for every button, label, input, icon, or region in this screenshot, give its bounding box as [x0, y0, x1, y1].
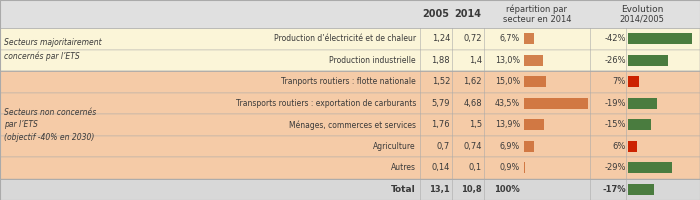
Text: -19%: -19%	[605, 99, 626, 108]
Text: répartition par: répartition par	[507, 4, 568, 14]
Text: 7%: 7%	[612, 77, 626, 86]
Text: 4,68: 4,68	[463, 99, 482, 108]
Text: 1,4: 1,4	[469, 56, 482, 65]
Text: Autres: Autres	[391, 163, 416, 172]
Text: -15%: -15%	[605, 120, 626, 129]
Bar	[0, 136, 700, 157]
Text: Ménages, commerces et services: Ménages, commerces et services	[289, 120, 416, 130]
Text: 2014/2005: 2014/2005	[620, 15, 664, 23]
Text: Secteurs majoritairement
concernés par l’ETS: Secteurs majoritairement concernés par l…	[4, 38, 101, 61]
Bar	[524, 141, 534, 152]
Bar	[628, 184, 654, 195]
Bar	[628, 119, 651, 130]
Bar	[524, 55, 543, 66]
Bar	[628, 162, 672, 173]
Bar	[0, 49, 700, 71]
Text: 13,1: 13,1	[429, 185, 450, 194]
Text: -17%: -17%	[603, 185, 626, 194]
Text: Total: Total	[391, 185, 416, 194]
Text: -26%: -26%	[604, 56, 626, 65]
Text: -29%: -29%	[605, 163, 626, 172]
Bar	[628, 33, 692, 44]
Bar	[0, 114, 700, 136]
Bar	[628, 141, 637, 152]
Text: Agriculture: Agriculture	[373, 142, 416, 151]
Bar	[0, 92, 700, 114]
Bar	[524, 33, 534, 44]
Text: Production d’électricité et de chaleur: Production d’électricité et de chaleur	[274, 34, 416, 43]
Text: 0,14: 0,14	[432, 163, 450, 172]
Bar	[524, 98, 588, 109]
Text: 6%: 6%	[612, 142, 626, 151]
Bar	[628, 76, 638, 87]
Text: secteur en 2014: secteur en 2014	[503, 15, 571, 23]
Text: Secteurs non concernés
par l’ETS
(objectif -40% en 2030): Secteurs non concernés par l’ETS (object…	[4, 108, 97, 142]
Bar	[0, 157, 700, 178]
Text: 1,88: 1,88	[431, 56, 450, 65]
Bar	[0, 178, 700, 200]
Text: Transports routiers : exportation de carburants: Transports routiers : exportation de car…	[236, 99, 416, 108]
Text: 6,9%: 6,9%	[500, 142, 520, 151]
Text: 5,79: 5,79	[431, 99, 450, 108]
Bar	[0, 28, 700, 49]
Text: 2005: 2005	[423, 9, 449, 19]
Text: 0,9%: 0,9%	[500, 163, 520, 172]
Text: 15,0%: 15,0%	[495, 77, 520, 86]
Text: 0,1: 0,1	[469, 163, 482, 172]
Text: 6,7%: 6,7%	[500, 34, 520, 43]
Bar	[524, 162, 525, 173]
Text: 1,76: 1,76	[431, 120, 450, 129]
Bar	[524, 76, 546, 87]
Text: 13,9%: 13,9%	[495, 120, 520, 129]
Text: 10,8: 10,8	[461, 185, 482, 194]
Bar	[524, 119, 545, 130]
Text: 1,52: 1,52	[432, 77, 450, 86]
Text: 13,0%: 13,0%	[495, 56, 520, 65]
Text: -42%: -42%	[605, 34, 626, 43]
Text: 0,72: 0,72	[463, 34, 482, 43]
Text: 0,74: 0,74	[463, 142, 482, 151]
Text: 2014: 2014	[454, 9, 482, 19]
Bar	[0, 71, 700, 92]
Text: Tranports routiers : flotte nationale: Tranports routiers : flotte nationale	[281, 77, 416, 86]
Bar	[628, 98, 657, 109]
Text: Production industrielle: Production industrielle	[330, 56, 416, 65]
Bar	[628, 55, 668, 66]
Text: 43,5%: 43,5%	[495, 99, 520, 108]
Text: Evolution: Evolution	[621, 4, 663, 14]
Text: 100%: 100%	[494, 185, 520, 194]
Bar	[0, 0, 700, 28]
Text: 1,24: 1,24	[432, 34, 450, 43]
Text: 0,7: 0,7	[437, 142, 450, 151]
Text: 1,62: 1,62	[463, 77, 482, 86]
Text: 1,5: 1,5	[469, 120, 482, 129]
